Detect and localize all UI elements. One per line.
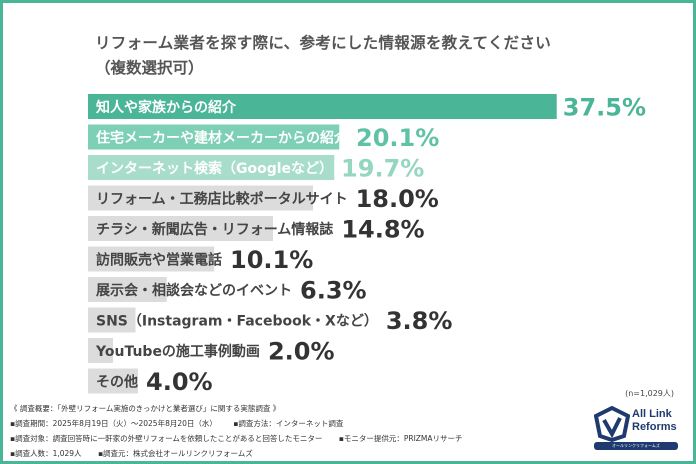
logo-line1: All Link xyxy=(632,408,672,420)
bar xyxy=(88,124,340,150)
bar xyxy=(88,277,167,302)
footer-method: ▪調査方法：インターネット調査 xyxy=(233,419,344,428)
value-label: 14.8% xyxy=(341,216,424,244)
logo-text: All Link Reforms xyxy=(632,408,677,434)
bar xyxy=(88,216,273,241)
footer-count: ▪調査人数：1,029人 xyxy=(10,449,82,458)
category-label: 訪問販売や営業電話 xyxy=(96,252,222,269)
category-label: 住宅メーカーや建材メーカーからの紹介 xyxy=(96,130,349,147)
category-label: チラシ・新聞広告・リフォーム情報誌 xyxy=(96,221,333,238)
bar xyxy=(88,94,557,119)
footer-row-3: ▪調査人数：1,029人 ▪調査元：株式会社オールリンクリフォームズ xyxy=(10,449,267,459)
logo-mark-icon xyxy=(594,406,630,442)
footer-target: ▪調査対象：調査回答時に一軒家の外壁リフォームを依頼したことがあると回答したモニ… xyxy=(10,434,323,443)
category-label: インターネット検索（Googleなど） xyxy=(96,160,333,177)
footer-organizer: ▪調査元：株式会社オールリンクリフォームズ xyxy=(97,449,253,458)
category-label: リフォーム・工務店比較ポータルサイト xyxy=(96,191,348,208)
footer-period: ▪調査期間：2025年8月19日（火）～2025年8月20日（水） xyxy=(10,419,217,428)
bar xyxy=(88,246,215,272)
logo-line2: Reforms xyxy=(632,421,677,433)
footer-row-1: ▪調査期間：2025年8月19日（火）～2025年8月20日（水） ▪調査方法：… xyxy=(10,419,357,429)
chart-title: リフォーム業者を探す際に、参考にした情報源を教えてください xyxy=(95,34,552,52)
sample-size: (n=1,029人) xyxy=(625,389,674,398)
value-label: 2.0% xyxy=(268,338,335,366)
category-label: その他 xyxy=(96,374,138,391)
company-logo: All Link Reforms オールリンクリフォームズ xyxy=(592,404,684,454)
bar xyxy=(88,155,335,180)
value-label: 18.0% xyxy=(356,185,439,213)
footer-row-2: ▪調査対象：調査回答時に一軒家の外壁リフォームを依頼したことがあると回答したモニ… xyxy=(10,434,477,444)
category-label: 知人や家族からの紹介 xyxy=(96,99,237,116)
bar xyxy=(88,368,138,394)
value-label: 20.1% xyxy=(356,124,439,152)
bar xyxy=(88,185,313,211)
bar xyxy=(88,307,136,333)
footer-overview: 《 調査概要：「外壁リフォーム実施のきっかけと業者選び」に関する実態調査 》 xyxy=(10,404,281,413)
category-label: 展示会・相談会などのイベント xyxy=(96,282,292,299)
value-label: 6.3% xyxy=(300,277,367,305)
category-label: YouTubeの施工事例動画 xyxy=(95,343,260,360)
value-label: 4.0% xyxy=(146,368,213,396)
chart-subtitle: （複数選択可） xyxy=(95,59,204,77)
value-label: 10.1% xyxy=(230,246,313,274)
value-label: 37.5% xyxy=(563,94,646,122)
logo-subtitle: オールリンクリフォームズ xyxy=(594,442,678,450)
footer-provider: ▪モニター提供元：PRIZMAリサーチ xyxy=(338,434,463,443)
bar xyxy=(88,338,113,363)
value-label: 3.8% xyxy=(386,307,453,335)
value-label: 19.7% xyxy=(341,155,424,183)
category-label: SNS（Instagram・Facebook・Xなど） xyxy=(96,314,378,330)
